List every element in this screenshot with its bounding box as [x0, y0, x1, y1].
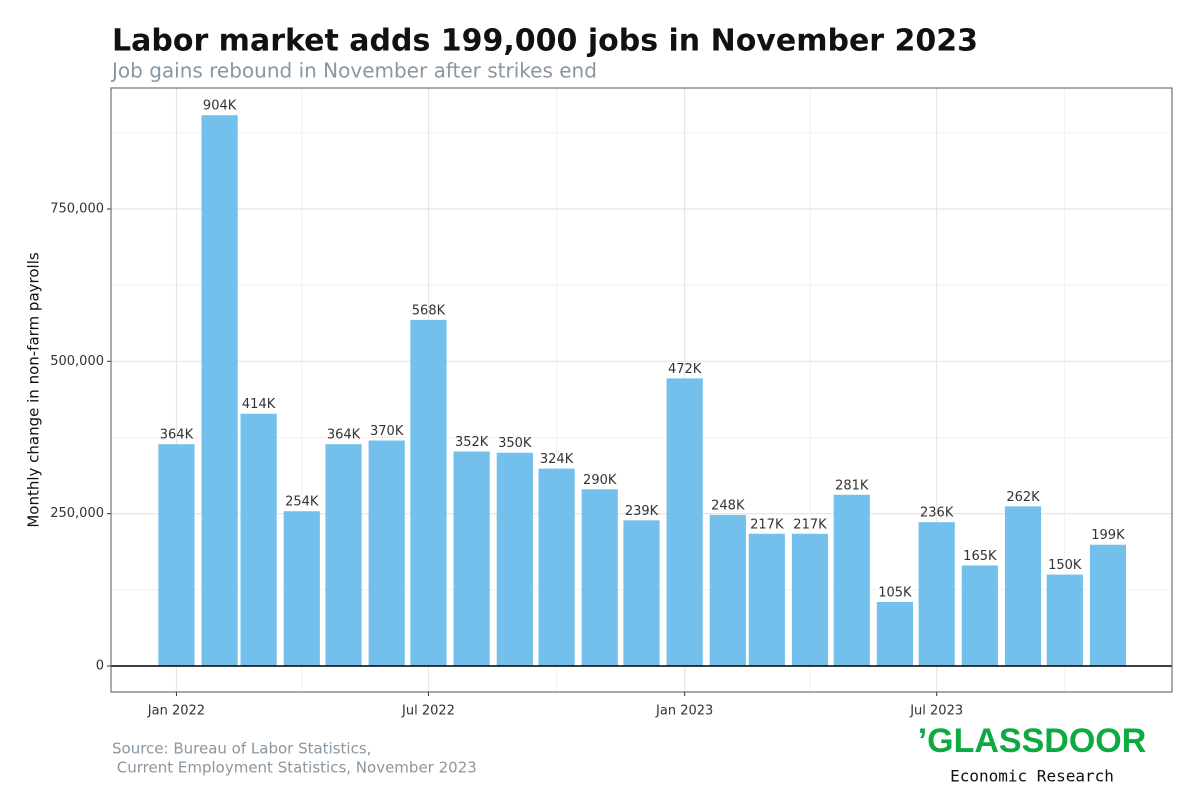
value-label: 568K — [412, 303, 446, 318]
value-label: 150K — [1048, 558, 1082, 573]
bar — [201, 115, 238, 666]
bar — [876, 602, 914, 666]
value-label: 904K — [203, 99, 237, 114]
value-label: 324K — [540, 452, 574, 467]
x-tick-label: Jan 2023 — [655, 704, 713, 719]
value-label: 364K — [327, 428, 361, 443]
bar — [368, 440, 405, 666]
y-tick-label: 750,000 — [50, 202, 104, 217]
bar — [158, 444, 195, 666]
source-line: Source: Bureau of Labor Statistics, — [112, 740, 371, 758]
chart-title: Labor market adds 199,000 jobs in Novemb… — [112, 24, 978, 59]
bar — [325, 444, 362, 666]
bar — [918, 522, 955, 666]
y-axis-label: Monthly change in non-farm payrolls — [25, 252, 43, 528]
value-label: 236K — [920, 506, 954, 521]
bar — [453, 451, 490, 666]
bar — [833, 494, 870, 666]
value-label: 217K — [793, 517, 827, 532]
x-tick-label: Jul 2022 — [401, 704, 455, 719]
chart-subtitle: Job gains rebound in November after stri… — [110, 59, 597, 83]
value-label: 352K — [455, 435, 489, 450]
bar — [410, 319, 447, 666]
value-label: 364K — [160, 428, 194, 443]
bar — [623, 520, 660, 666]
bar — [961, 565, 998, 666]
bar — [496, 452, 533, 666]
plot-border — [110, 87, 1173, 693]
bar — [240, 413, 277, 666]
bar — [1004, 506, 1042, 666]
value-label: 217K — [750, 517, 784, 532]
value-label: 290K — [583, 473, 617, 488]
bar — [709, 514, 746, 666]
value-label: 262K — [1006, 490, 1040, 505]
logo-brand: ’GLASSDOOR — [918, 722, 1147, 760]
value-label: 370K — [370, 424, 404, 439]
value-label: 199K — [1091, 528, 1125, 543]
source-line: Current Employment Statistics, November … — [112, 759, 477, 777]
bar — [1089, 544, 1127, 666]
bar — [1046, 574, 1083, 666]
bar — [283, 511, 320, 666]
value-label: 281K — [835, 478, 869, 493]
bar — [748, 533, 785, 666]
logo-tagline: Economic Research — [950, 767, 1114, 786]
value-label: 414K — [242, 397, 276, 412]
value-label: 239K — [625, 504, 659, 519]
value-label: 248K — [711, 498, 745, 513]
bar — [538, 468, 575, 666]
value-label: 105K — [878, 586, 912, 601]
x-tick-label: Jan 2022 — [147, 704, 205, 719]
value-label: 254K — [285, 495, 319, 510]
value-label: 472K — [668, 362, 702, 377]
value-label: 350K — [498, 436, 532, 451]
value-label: 165K — [963, 549, 997, 564]
y-tick-label: 250,000 — [50, 506, 104, 521]
bar — [791, 533, 829, 666]
y-tick-label: 0 — [96, 658, 104, 673]
y-tick-label: 500,000 — [50, 354, 104, 369]
bar — [666, 378, 703, 666]
bar — [581, 489, 618, 666]
x-tick-label: Jul 2023 — [909, 704, 963, 719]
